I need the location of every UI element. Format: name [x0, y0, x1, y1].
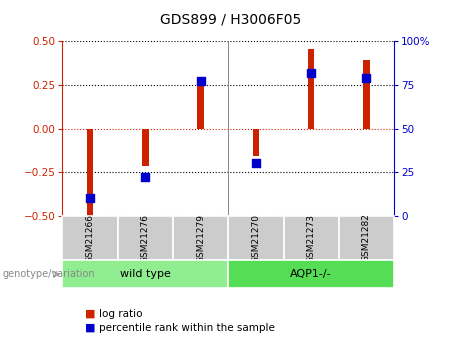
Bar [142, 128, 148, 166]
Bar [253, 128, 259, 156]
Point [252, 160, 260, 166]
Text: GSM21266: GSM21266 [85, 214, 95, 263]
Text: wild type: wild type [120, 269, 171, 279]
Bar [308, 49, 314, 128]
Point [197, 79, 204, 84]
Text: GSM21282: GSM21282 [362, 214, 371, 263]
Text: GSM21276: GSM21276 [141, 214, 150, 263]
Bar [284, 216, 339, 260]
Text: GSM21279: GSM21279 [196, 214, 205, 263]
Bar [62, 216, 118, 260]
Bar [228, 216, 284, 260]
Text: genotype/variation: genotype/variation [2, 269, 95, 279]
Bar [228, 260, 394, 288]
Point [142, 175, 149, 180]
Bar [197, 77, 204, 128]
Bar [118, 216, 173, 260]
Text: ■: ■ [85, 309, 95, 319]
Text: log ratio: log ratio [99, 309, 142, 319]
Bar [62, 260, 228, 288]
Bar [87, 128, 93, 217]
Text: GSM21273: GSM21273 [307, 214, 316, 263]
Bar [363, 60, 370, 128]
Text: GDS899 / H3006F05: GDS899 / H3006F05 [160, 12, 301, 26]
Text: ■: ■ [85, 323, 95, 333]
Text: AQP1-/-: AQP1-/- [290, 269, 332, 279]
Text: percentile rank within the sample: percentile rank within the sample [99, 323, 275, 333]
Bar [339, 216, 394, 260]
Text: GSM21270: GSM21270 [251, 214, 260, 263]
Point [86, 195, 94, 201]
Point [307, 70, 315, 76]
Bar [173, 216, 228, 260]
Point [363, 75, 370, 81]
